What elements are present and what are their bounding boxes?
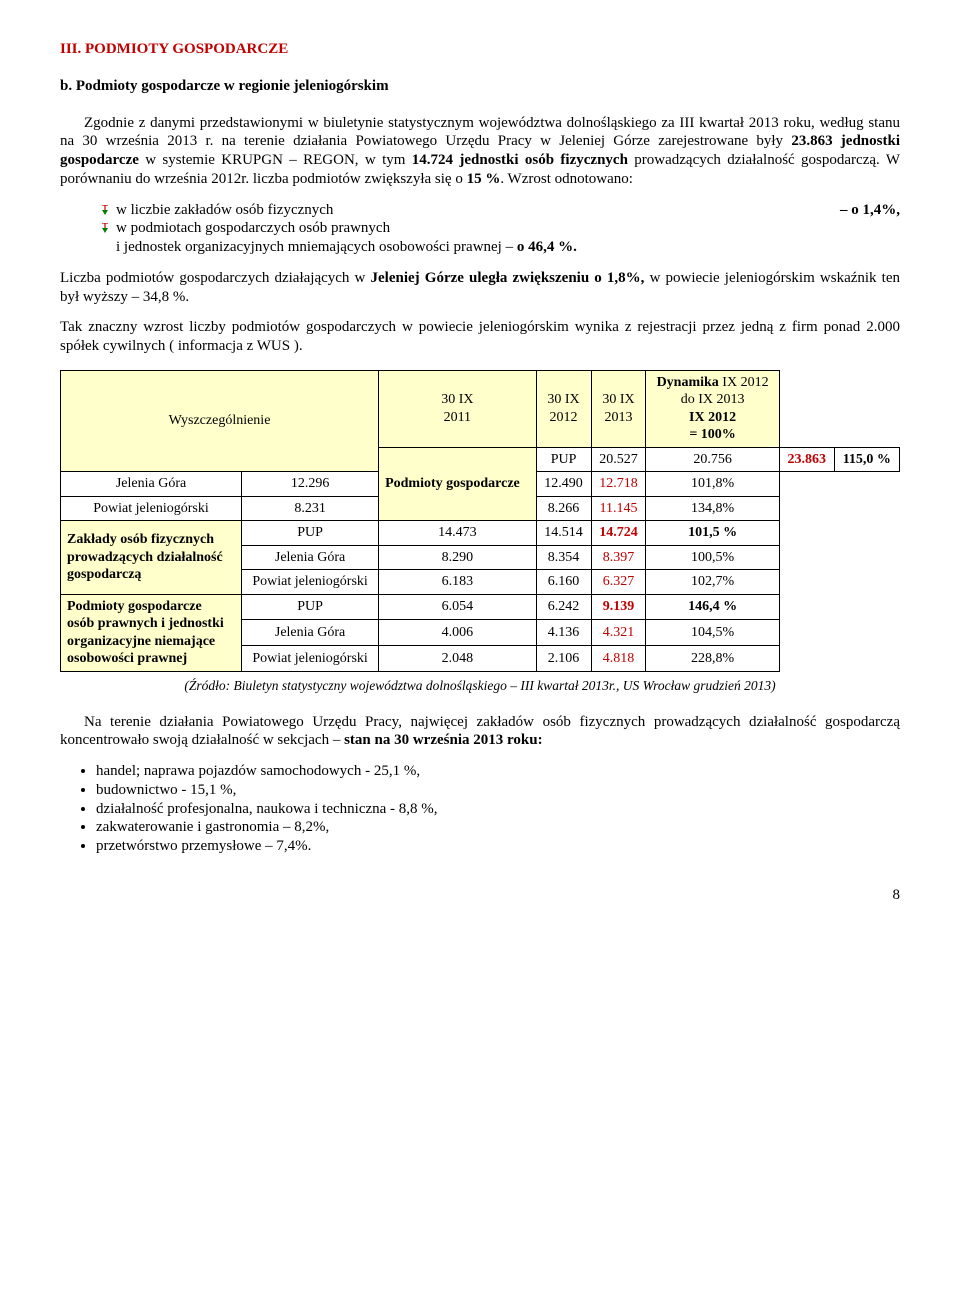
data-cell: 8.266: [536, 496, 591, 521]
data-cell: 6.160: [536, 570, 591, 595]
section-heading: III. PODMIOTY GOSPODARCZE: [60, 40, 900, 59]
data-cell: 20.527: [591, 447, 646, 472]
data-cell: 115,0 %: [834, 447, 899, 472]
data-cell: 4.136: [536, 620, 591, 646]
data-cell: 11.145: [591, 496, 646, 521]
data-cell: 23.863: [779, 447, 834, 472]
list-item: przetwórstwo przemysłowe – 7,4%.: [96, 837, 900, 856]
downarrow-icon: [100, 223, 110, 233]
section-title-text: PODMIOTY GOSPODARCZE: [85, 41, 288, 57]
data-cell: 6.183: [379, 570, 537, 595]
geo-cell: Jelenia Góra: [242, 545, 379, 570]
data-cell: 12.490: [536, 472, 591, 497]
list-item: działalność profesjonalna, naukowa i tec…: [96, 800, 900, 819]
bullet-item-2: w podmiotach gospodarczych osób prawnych: [100, 219, 900, 238]
sector-list: handel; naprawa pojazdów samochodowych -…: [96, 762, 900, 856]
data-cell: 9.139: [591, 594, 646, 620]
data-cell: 4.006: [379, 620, 537, 646]
th-2012: 30 IX2012: [536, 370, 591, 447]
row-label-1: Podmioty gospodarcze: [379, 447, 537, 521]
paragraph-4: Na terenie działania Powiatowego Urzędu …: [60, 713, 900, 751]
bullet-1-text: w liczbie zakładów osób fizycznych: [116, 201, 333, 220]
bullet-item-1: w liczbie zakładów osób fizycznych – o 1…: [100, 201, 900, 220]
bullet-2-text: w podmiotach gospodarczych osób prawnych: [116, 219, 390, 238]
data-cell: 8.354: [536, 545, 591, 570]
paragraph-2: Liczba podmiotów gospodarczych działając…: [60, 269, 900, 307]
row-label-3: Podmioty gospodarczeosób prawnych i jedn…: [61, 594, 242, 671]
geo-cell: Powiat jeleniogórski: [242, 646, 379, 672]
data-cell: 6.327: [591, 570, 646, 595]
source-note: (Źródło: Biuletyn statystyczny województ…: [60, 678, 900, 695]
data-table: Wyszczególnienie 30 IX2011 30 IX2012 30 …: [60, 370, 900, 672]
th-wyszcz: Wyszczególnienie: [61, 370, 379, 472]
data-cell: 4.818: [591, 646, 646, 672]
data-cell: 2.048: [379, 646, 537, 672]
geo-cell: PUP: [242, 521, 379, 546]
data-cell: 8.231: [242, 496, 379, 521]
th-2011: 30 IX2011: [379, 370, 537, 447]
paragraph-3: Tak znaczny wzrost liczby podmiotów gosp…: [60, 318, 900, 356]
data-cell: 12.718: [591, 472, 646, 497]
page-number: 8: [60, 886, 900, 905]
geo-cell: Jelenia Góra: [242, 620, 379, 646]
downarrow-icon: [100, 205, 110, 215]
geo-cell: PUP: [242, 594, 379, 620]
subsection-heading: b. Podmioty gospodarcze w regionie jelen…: [60, 77, 900, 96]
data-cell: 8.290: [379, 545, 537, 570]
data-cell: 14.514: [536, 521, 591, 546]
th-2013: 30 IX2013: [591, 370, 646, 447]
data-cell: 2.106: [536, 646, 591, 672]
data-cell: 100,5%: [646, 545, 779, 570]
geo-cell: PUP: [536, 447, 591, 472]
data-cell: 228,8%: [646, 646, 779, 672]
bullet-2-subline: i jednostek organizacyjnych mniemających…: [116, 238, 900, 257]
data-cell: 6.242: [536, 594, 591, 620]
list-item: handel; naprawa pojazdów samochodowych -…: [96, 762, 900, 781]
data-cell: 101,5 %: [646, 521, 779, 546]
data-cell: 14.473: [379, 521, 537, 546]
list-item: zakwaterowanie i gastronomia – 8,2%,: [96, 818, 900, 837]
th-dynamics: Dynamika IX 2012do IX 2013IX 2012= 100%: [646, 370, 779, 447]
data-cell: 20.756: [646, 447, 779, 472]
data-cell: 14.724: [591, 521, 646, 546]
data-cell: 146,4 %: [646, 594, 779, 620]
row-label-2: Zakłady osób fizycznychprowadzących dzia…: [61, 521, 242, 595]
geo-cell: Powiat jeleniogórski: [61, 496, 242, 521]
data-cell: 12.296: [242, 472, 379, 497]
section-number: III.: [60, 41, 81, 57]
geo-cell: Powiat jeleniogórski: [242, 570, 379, 595]
data-cell: 8.397: [591, 545, 646, 570]
list-item: budownictwo - 15,1 %,: [96, 781, 900, 800]
paragraph-1: Zgodnie z danymi przedstawionymi w biule…: [60, 114, 900, 189]
data-cell: 101,8%: [646, 472, 779, 497]
table-row: Zakłady osób fizycznychprowadzących dzia…: [61, 521, 900, 546]
table-row: Podmioty gospodarczeosób prawnych i jedn…: [61, 594, 900, 620]
geo-cell: Jelenia Góra: [61, 472, 242, 497]
data-cell: 102,7%: [646, 570, 779, 595]
bullet-1-value: – o 1,4%,: [840, 201, 900, 220]
data-cell: 6.054: [379, 594, 537, 620]
data-cell: 4.321: [591, 620, 646, 646]
data-cell: 104,5%: [646, 620, 779, 646]
data-cell: 134,8%: [646, 496, 779, 521]
